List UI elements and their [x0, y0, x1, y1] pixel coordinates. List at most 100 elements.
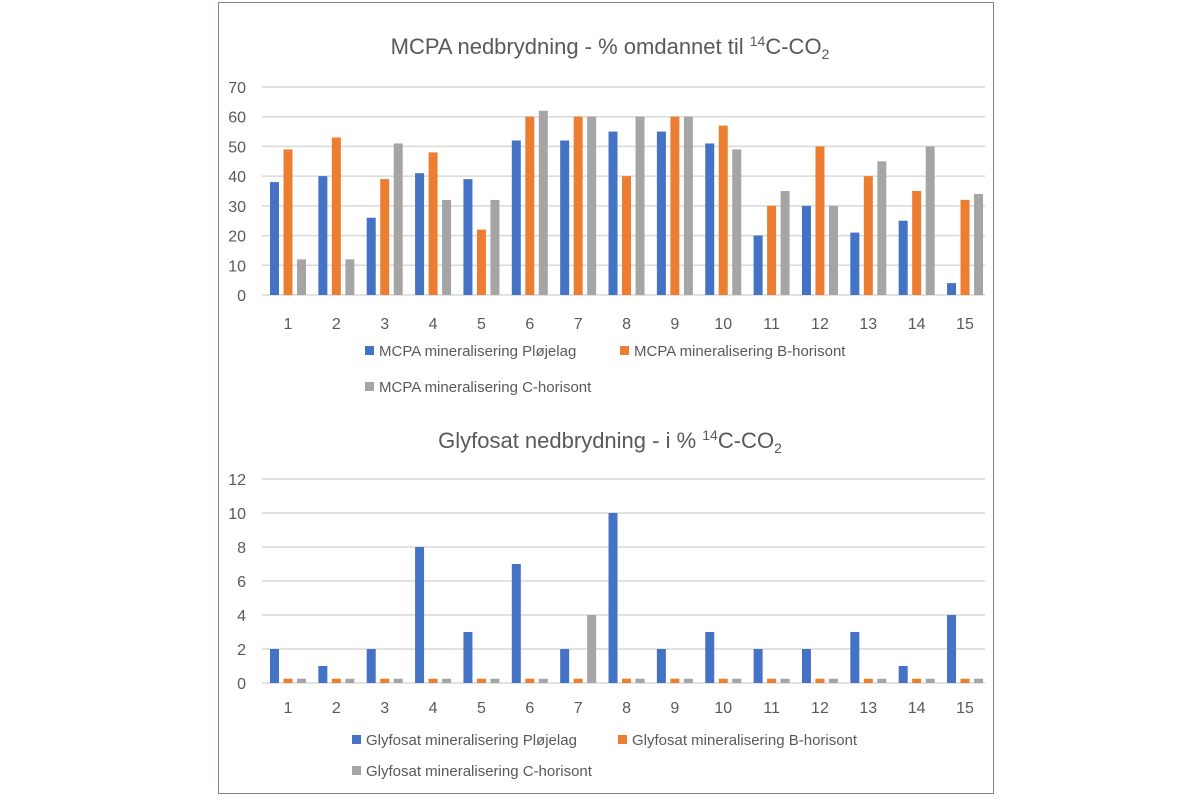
bar-3: [297, 259, 306, 295]
bar-1: [608, 131, 618, 295]
bar-2: [815, 678, 825, 683]
bar-2: [718, 125, 728, 295]
bar-3: [393, 678, 403, 683]
bar-3: [538, 678, 548, 683]
chart-title: MCPA nedbrydning - % omdannet til 14C-CO…: [391, 33, 830, 62]
x-tick-label: 13: [859, 316, 877, 333]
bar-3: [345, 678, 355, 683]
bar-1: [898, 220, 908, 295]
bar-3: [780, 678, 790, 683]
legend-swatch: [618, 735, 627, 744]
bar-2: [960, 678, 970, 683]
bar-1: [463, 179, 473, 295]
bar-1: [270, 649, 279, 683]
x-tick-label: 9: [670, 700, 679, 717]
legend-swatch: [365, 346, 374, 355]
legend-label: MCPA mineralisering Pløjelag: [379, 343, 576, 360]
bar-3: [732, 678, 742, 683]
bar-1: [270, 182, 279, 295]
x-tick-label: 15: [956, 316, 974, 333]
bar-1: [898, 666, 908, 683]
y-tick-label: 12: [228, 472, 246, 489]
x-tick-label: 10: [714, 700, 732, 717]
y-tick-label: 20: [228, 229, 246, 246]
x-tick-label: 7: [574, 700, 583, 717]
bar-1: [801, 649, 811, 683]
bar-2: [428, 152, 438, 295]
x-tick-label: 6: [525, 316, 534, 333]
bar-2: [767, 205, 777, 295]
legend-label: MCPA mineralisering C-horisont: [379, 379, 592, 396]
bar-1: [801, 205, 811, 295]
bar-2: [622, 678, 632, 683]
x-tick-label: 11: [763, 316, 780, 333]
x-tick-label: 15: [956, 700, 974, 717]
y-tick-label: 10: [228, 258, 246, 275]
bar-1: [318, 176, 328, 295]
bar-1: [511, 564, 521, 683]
y-tick-label: 6: [237, 574, 246, 591]
y-tick-label: 4: [237, 608, 246, 625]
bar-2: [670, 678, 680, 683]
y-tick-label: 0: [237, 288, 246, 305]
x-tick-label: 7: [574, 316, 583, 333]
bar-3: [925, 678, 935, 683]
bar-3: [974, 193, 984, 295]
bar-3: [297, 678, 306, 683]
bar-1: [366, 649, 376, 683]
bar-2: [718, 678, 728, 683]
bar-1: [366, 217, 376, 295]
bar-2: [960, 199, 970, 295]
y-tick-label: 60: [228, 110, 246, 127]
x-tick-label: 5: [477, 316, 486, 333]
bar-3: [683, 678, 693, 683]
x-tick-label: 1: [284, 700, 293, 717]
x-tick-label: 5: [477, 700, 486, 717]
bar-2: [670, 116, 680, 295]
x-tick-label: 12: [811, 700, 829, 717]
bar-1: [560, 140, 570, 295]
bar-2: [767, 678, 777, 683]
bar-1: [947, 615, 957, 683]
bar-2: [525, 678, 535, 683]
bar-3: [345, 259, 355, 295]
chart-frame: [218, 2, 994, 794]
y-tick-label: 50: [228, 139, 246, 156]
bar-3: [442, 199, 452, 295]
x-tick-label: 8: [622, 700, 631, 717]
legend-swatch: [365, 382, 374, 391]
bar-3: [490, 199, 500, 295]
x-tick-label: 3: [380, 700, 389, 717]
bar-1: [415, 173, 425, 295]
bar-2: [622, 176, 632, 295]
x-tick-label: 1: [284, 316, 293, 333]
bar-2: [863, 176, 873, 295]
bar-2: [380, 179, 390, 295]
bar-3: [974, 678, 984, 683]
bar-3: [877, 678, 887, 683]
bar-2: [525, 116, 535, 295]
bar-3: [828, 678, 838, 683]
legend-swatch: [620, 346, 629, 355]
bar-3: [828, 205, 838, 295]
bar-1: [850, 232, 860, 295]
bar-1: [656, 649, 666, 683]
bar-3: [442, 678, 452, 683]
y-tick-label: 8: [237, 540, 246, 557]
x-tick-label: 14: [908, 316, 926, 333]
bar-3: [732, 149, 742, 295]
bar-3: [683, 116, 693, 295]
bar-1: [463, 632, 473, 683]
bar-2: [573, 678, 583, 683]
y-tick-label: 0: [237, 676, 246, 693]
x-tick-label: 3: [380, 316, 389, 333]
bar-1: [850, 632, 860, 683]
x-tick-label: 2: [332, 316, 341, 333]
bar-3: [877, 161, 887, 295]
legend-label: MCPA mineralisering B-horisont: [634, 343, 846, 360]
bar-3: [925, 146, 935, 295]
bar-2: [283, 678, 293, 683]
x-tick-label: 4: [429, 700, 438, 717]
y-tick-label: 2: [237, 642, 246, 659]
bar-1: [608, 513, 618, 683]
